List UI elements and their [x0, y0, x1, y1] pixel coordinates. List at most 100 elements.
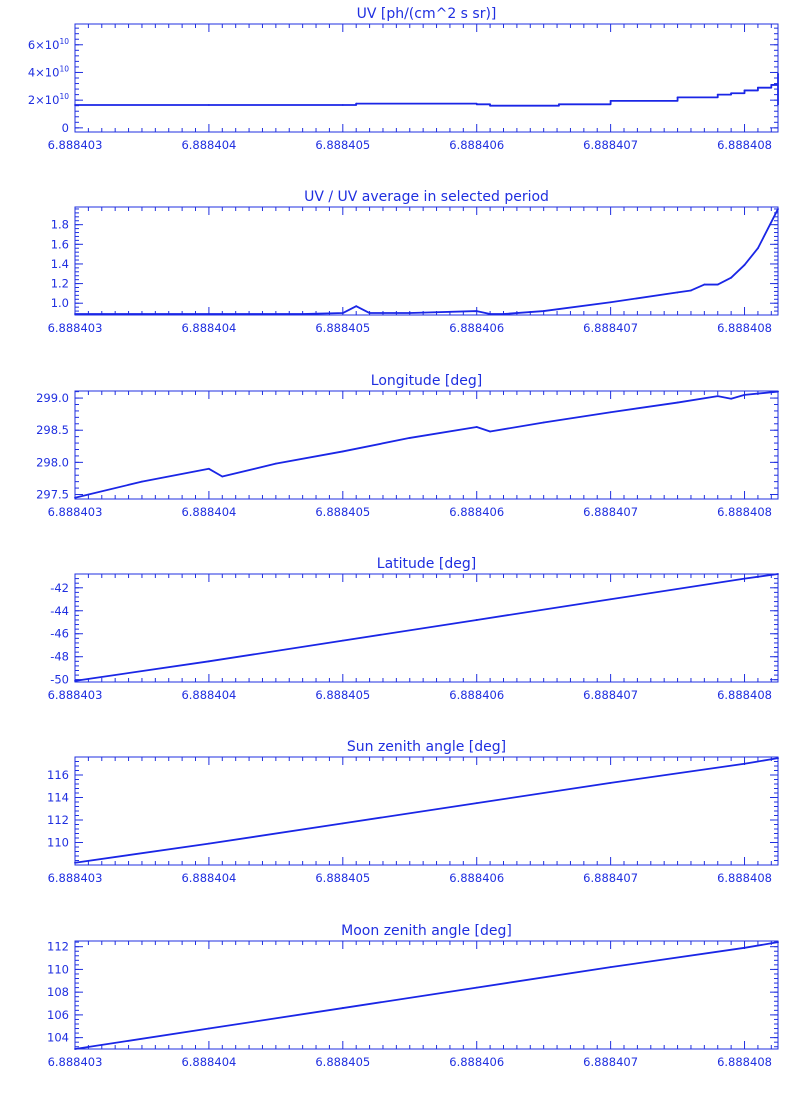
- data-point: [502, 313, 505, 315]
- x-tick-label: 6.888406: [449, 688, 504, 702]
- plot-frame: [74, 206, 779, 316]
- x-tick-label: 6.888407: [583, 505, 638, 519]
- data-point: [542, 310, 545, 312]
- y-tick-label: 116: [47, 768, 69, 782]
- data-point: [777, 72, 779, 75]
- y-tick-label: 112: [47, 813, 69, 827]
- data-point: [355, 305, 358, 308]
- y-tick-label-base: 116: [47, 768, 69, 782]
- y-tick-label-exponent: 10: [59, 37, 69, 46]
- data-point: [408, 437, 411, 439]
- data-point: [341, 450, 344, 453]
- x-tick-label: 6.888403: [48, 688, 103, 702]
- y-tick-label: 0: [62, 121, 69, 135]
- y-tick-label: 114: [47, 791, 69, 805]
- y-tick-label-base: 106: [47, 1008, 69, 1022]
- y-tick-label-base: 114: [47, 791, 69, 805]
- data-point: [475, 426, 478, 428]
- x-tick-label: 6.888406: [449, 321, 504, 335]
- data-point: [743, 89, 746, 92]
- x-tick-label: 6.888404: [181, 505, 236, 519]
- data-point: [74, 861, 76, 864]
- x-tick-label: 6.888408: [717, 138, 772, 152]
- data-point: [141, 313, 143, 315]
- data-point: [221, 475, 224, 478]
- plot-frame: [74, 573, 779, 683]
- y-tick-label-base: -46: [50, 627, 69, 641]
- chart-panel-1: UV [ph/(cm^2 s sr)] 6.888403 6.888404 6.888…: [28, 6, 779, 152]
- x-tick-label: 6.888403: [48, 1055, 103, 1069]
- plot-frame: [74, 23, 779, 133]
- chart-title: Sun zenith angle [deg]: [347, 739, 506, 755]
- series-line: [75, 208, 779, 315]
- data-point: [341, 639, 344, 642]
- x-tick-label: 6.888406: [449, 1055, 504, 1069]
- data-point: [716, 93, 719, 96]
- x-tick-label: 6.888408: [717, 321, 772, 335]
- data-point: [475, 310, 478, 312]
- data-point: [475, 103, 478, 106]
- y-tick-label: -44: [50, 604, 69, 618]
- x-tick-label: 6.888404: [181, 871, 236, 885]
- x-tick-label: 6.888406: [449, 871, 504, 885]
- data-point: [743, 393, 746, 396]
- data-point: [676, 401, 679, 404]
- series-line: [75, 72, 779, 107]
- data-point: [703, 283, 706, 286]
- data-point: [489, 430, 492, 433]
- data-point: [341, 1007, 344, 1009]
- data-point: [777, 390, 779, 393]
- y-tick-label: -48: [50, 650, 69, 664]
- data-point: [341, 822, 344, 825]
- chart-panel-6: Moon zenith angle [deg] 6.888403 6.888404 6…: [47, 923, 779, 1069]
- y-tick-label: 298.5: [36, 423, 69, 437]
- y-tick-label: 110: [47, 962, 69, 976]
- data-point: [408, 312, 411, 314]
- chart-title: UV [ph/(cm^2 s sr)]: [357, 6, 497, 22]
- y-tick-label: 2×1010: [28, 92, 69, 107]
- data-point: [609, 301, 612, 304]
- y-tick-label: 104: [47, 1031, 69, 1045]
- data-point: [609, 598, 612, 601]
- series-line: [74, 390, 779, 499]
- x-tick-label: 6.888403: [48, 138, 103, 152]
- data-point: [208, 104, 210, 106]
- x-tick-label: 6.888405: [315, 1055, 370, 1069]
- data-point: [74, 313, 76, 315]
- x-tick-label: 6.888405: [315, 871, 370, 885]
- x-tick-label: 6.888407: [583, 138, 638, 152]
- y-tick-label-base: 110: [47, 962, 69, 976]
- data-point: [542, 421, 545, 424]
- y-tick-label: 110: [47, 836, 69, 850]
- y-tick-label-base: 298.5: [36, 423, 69, 437]
- y-tick-label: 6×1010: [28, 37, 69, 52]
- y-tick-label-base: 4×10: [28, 65, 60, 79]
- data-point: [341, 312, 344, 314]
- y-tick-label: -46: [50, 627, 69, 641]
- data-point: [676, 291, 679, 294]
- x-tick-label: 6.888405: [315, 321, 370, 335]
- data-point: [609, 781, 612, 784]
- data-point: [208, 467, 210, 470]
- chart-title: Moon zenith angle [deg]: [341, 923, 512, 939]
- chart-panel-3: Longitude [deg] 6.888403 6.888404 6.888405 6…: [36, 373, 779, 519]
- y-tick-label: 4×1010: [28, 64, 69, 79]
- y-tick-label: 297.5: [36, 488, 69, 502]
- y-tick-label-base: 108: [47, 985, 69, 999]
- y-tick-label-base: 298.0: [36, 455, 69, 469]
- data-point: [743, 762, 746, 765]
- data-point: [141, 480, 143, 483]
- plot-frame: [74, 940, 779, 1050]
- x-tick-label: 6.888406: [449, 505, 504, 519]
- data-point: [743, 946, 746, 949]
- data-point: [274, 462, 277, 465]
- data-point: [676, 96, 679, 99]
- data-point: [690, 289, 692, 292]
- y-tick-label-exponent: 10: [59, 64, 69, 73]
- data-point: [558, 103, 560, 106]
- y-tick-label-base: -48: [50, 650, 69, 664]
- x-tick-label: 6.888404: [181, 321, 236, 335]
- y-tick-label-base: 1.2: [51, 277, 69, 291]
- data-point: [730, 92, 733, 95]
- series-line: [74, 757, 779, 864]
